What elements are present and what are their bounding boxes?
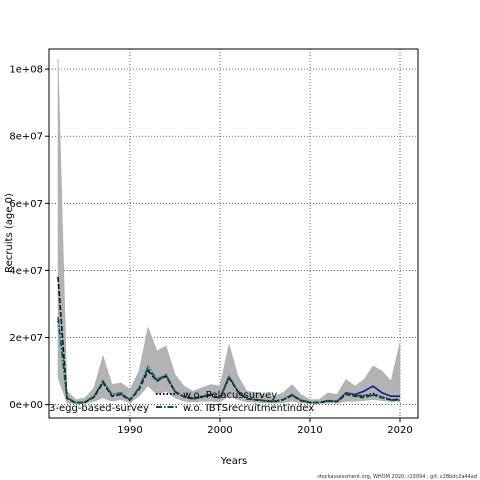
y-axis-title: Recruits (age 0) — [4, 193, 15, 273]
legend-label: w.o. IBTSrecruitmentindex — [183, 403, 314, 414]
y-tick-label: 8e+07 — [9, 132, 43, 143]
x-tick-label: 2000 — [207, 425, 232, 436]
y-tick-label: 1e+08 — [9, 65, 43, 76]
x-axis-title: Years — [220, 456, 247, 467]
series-line-5 — [57, 317, 401, 404]
y-tick-label: 0e+00 — [9, 400, 43, 411]
footer-text: stockassessment.org, WHOM 2020, r13094 ,… — [317, 474, 477, 480]
y-tick-label: 2e+07 — [9, 333, 43, 344]
legend-label: 3-egg-based-survey — [49, 403, 149, 414]
y-tick-label: 6e+07 — [9, 199, 43, 210]
x-tick-label: 1990 — [117, 425, 142, 436]
y-axis: 0e+00 2e+07 4e+07 6e+07 8e+07 1e+08 — [9, 65, 49, 411]
y-tick-label: 4e+07 — [9, 266, 43, 277]
series-lines — [57, 277, 401, 404]
x-axis: 1990 2000 2010 2020 — [117, 418, 413, 436]
x-tick-label: 2010 — [297, 425, 322, 436]
confidence-band — [57, 59, 401, 405]
legend: 3-egg-based-survey w.o. Pelacussurvey w.o.… — [49, 390, 314, 414]
x-tick-label: 2020 — [387, 425, 412, 436]
legend-label: w.o. Pelacussurvey — [183, 390, 277, 401]
plot-frame — [48, 48, 419, 419]
